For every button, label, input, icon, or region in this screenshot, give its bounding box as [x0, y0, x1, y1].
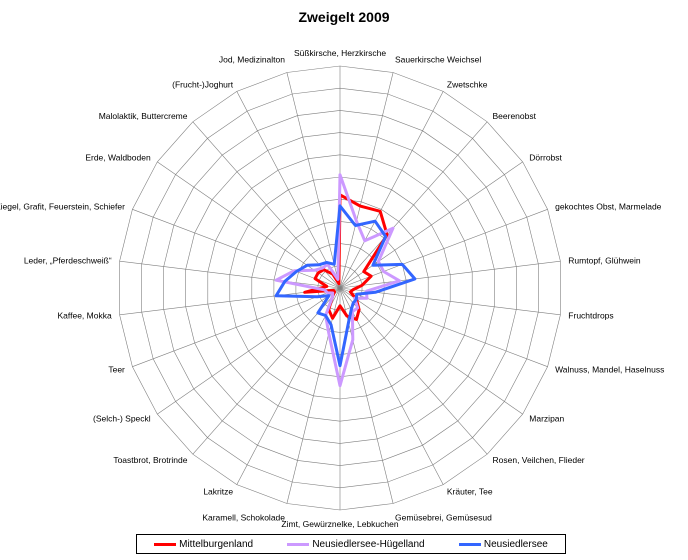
series-line-3 [274, 204, 417, 368]
axis-label: Gemüsebrei, Gemüsesud [395, 512, 492, 522]
axis-label: Dörrobst [529, 152, 562, 162]
radar-axis-labels: Süßkirsche, Herzkirsche Sauerkirsche Weic… [0, 48, 664, 529]
axis-label: Jod, Medizinalton [219, 55, 285, 65]
axis-label: Leder, „Pferdeschweiß“ [24, 255, 112, 265]
grid-spoke [339, 121, 488, 289]
axis-label: (Frucht-)Joghurt [172, 79, 234, 89]
series-line-1 [303, 193, 389, 321]
legend-label: Neusiedlersee [483, 538, 548, 550]
chart-title: Zweigelt 2009 [298, 9, 390, 25]
radar-grid [119, 65, 561, 511]
axis-label: gekochtes Obst, Marmelade [555, 201, 662, 211]
axis-label: Beerenobst [493, 111, 537, 121]
axis-label: Malolaktik, Buttercreme [99, 111, 188, 121]
grid-spoke [286, 72, 341, 289]
grid-spoke [236, 91, 341, 289]
axis-label: Toastbrot, Brotrinde [113, 455, 187, 465]
legend-label: Neusiedlersee-Hügelland [312, 538, 425, 550]
grid-spoke [132, 287, 341, 367]
grid-spoke [339, 91, 444, 289]
grid-spoke [339, 161, 523, 289]
axis-label: Fruchtdrops [568, 311, 613, 321]
grid-spoke [192, 121, 341, 289]
axis-label: Süßkirsche, Herzkirsche [294, 48, 386, 58]
legend-item-2: Neusiedlersee-Hügelland [287, 538, 425, 550]
axis-label: Karamell, Schokolade [202, 512, 285, 522]
grid-spoke [339, 287, 523, 415]
grid-spoke [339, 72, 394, 289]
grid-spoke [286, 287, 341, 504]
axis-label: Teer [108, 365, 125, 375]
axis-label: Zimt, Gewürznelke, Lebkuchen [281, 519, 398, 529]
legend-swatch [154, 542, 177, 546]
legend-item-3: Neusiedlersee [458, 538, 548, 550]
axis-label: (Selch-) Speckl [93, 414, 151, 424]
axis-label: Ziegel, Grafit, Feuerstein, Schiefer [0, 201, 125, 211]
chart-legend: Mittelburgenland Neusiedlersee-Hügelland N… [136, 534, 566, 554]
grid-spoke [132, 209, 341, 289]
legend-swatch [287, 542, 310, 546]
grid-spoke [339, 209, 548, 289]
legend-label: Mittelburgenland [179, 538, 254, 550]
radar-series [274, 173, 417, 388]
axis-label: Marzipan [529, 414, 564, 424]
axis-label: Rumtopf, Glühwein [568, 255, 641, 265]
axis-label: Kaffee, Mokka [58, 311, 112, 321]
axis-label: Kräuter, Tee [447, 487, 493, 497]
grid-spoke [192, 287, 341, 455]
grid-spoke [236, 287, 341, 485]
grid-spoke [157, 287, 341, 415]
axis-label: Erde, Waldboden [85, 152, 151, 162]
axis-label: Rosen, Veilchen, Flieder [493, 455, 585, 465]
grid-spoke [157, 161, 341, 289]
axis-label: Walnuss, Mandel, Haselnuss [555, 365, 664, 375]
grid-spoke [339, 287, 488, 455]
axis-label: Zwetschke [447, 79, 488, 89]
grid-spoke [339, 260, 561, 289]
axis-label: Lakritze [203, 487, 233, 497]
legend-swatch [458, 542, 481, 546]
legend-item-1: Mittelburgenland [154, 539, 253, 550]
grid-spoke [339, 287, 548, 367]
axis-label: Sauerkirsche Weichsel [395, 55, 481, 65]
grid-spoke [119, 260, 341, 289]
